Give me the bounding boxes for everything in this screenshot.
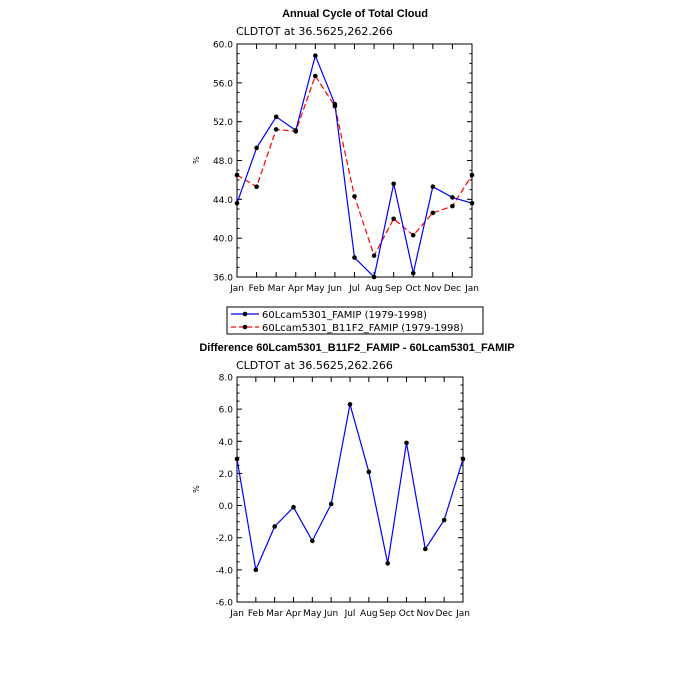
chart2-subtitle: CLDTOT at 36.5625,262.266: [236, 359, 393, 372]
chart2-series-1-point: [272, 524, 277, 529]
chart1-xtick-label: Jun: [327, 284, 342, 294]
legend-label-red: 60Lcam5301_B11F2_FAMIP (1979-1998): [262, 323, 464, 334]
chart1-series-1-point: [273, 114, 279, 120]
chart1-xtick-label: Apr: [288, 284, 304, 294]
chart1-series-1-point: [352, 255, 357, 260]
chart2-series-1-point: [253, 567, 259, 573]
chart1-xtick-label: Jan: [464, 284, 479, 294]
chart1-series-2-point: [313, 73, 318, 79]
chart1-ytick-label: 40.0: [213, 235, 233, 245]
chart2-series-1-point: [291, 504, 296, 510]
chart1-series-2-point: [273, 127, 279, 132]
chart2-xtick-label: Apr: [286, 609, 302, 619]
chart2-series-1-point: [441, 517, 447, 523]
chart2-ytick-label: 6.0: [219, 406, 234, 416]
chart1-series-1-point: [234, 200, 240, 206]
chart1-ytick-label: 48.0: [213, 157, 233, 167]
chart2-xtick-label: Jan: [229, 609, 244, 619]
chart2-ytick-label: 0.0: [219, 502, 234, 512]
chart1-subtitle: CLDTOT at 36.5625,262.266: [236, 25, 393, 38]
legend-marker-red: [242, 324, 248, 330]
chart2-ytick-label: 8.0: [219, 374, 234, 384]
chart1-series-2-point: [430, 210, 436, 216]
chart2-xtick-label: Sep: [379, 609, 396, 619]
chart1-series-2-point: [450, 203, 455, 209]
chart2-xtick-label: Jul: [344, 609, 356, 619]
chart2-series-1-point: [404, 440, 409, 446]
chart2-xtick-label: Dec: [435, 609, 452, 619]
chart1-xtick-label: May: [306, 284, 325, 294]
chart1-ylabel: %: [192, 156, 201, 164]
chart1-plot-frame: [236, 43, 473, 278]
chart2-ytick-label: 2.0: [219, 470, 234, 480]
chart1-xtick-label: Sep: [385, 284, 402, 294]
chart1-xtick-label: Jan: [229, 284, 244, 294]
chart2-title: Difference 60Lcam5301_B11F2_FAMIP - 60Lc…: [199, 342, 514, 354]
legend-label-blue: 60Lcam5301_FAMIP (1979-1998): [262, 310, 427, 321]
chart1-series-1-point: [450, 195, 455, 200]
chart2-xtick-label: Jun: [323, 609, 338, 619]
chart1-xtick-label: Dec: [444, 284, 461, 294]
chart1-series-2-point: [410, 232, 416, 238]
chart1-series-2-point: [332, 103, 338, 109]
chart2-xtick-label: Oct: [399, 609, 415, 619]
chart1-xtick-label: Aug: [365, 284, 383, 294]
chart2-series-1-point: [460, 456, 466, 462]
chart2-ytick-label: 4.0: [219, 438, 234, 448]
chart2-xtick-label: Feb: [248, 609, 264, 619]
chart1-xtick-label: Jul: [348, 284, 360, 294]
chart1-series-2-point: [469, 172, 475, 178]
chart2-ytick-label: -2.0: [215, 534, 233, 544]
chart1-series-1-point: [430, 184, 436, 190]
chart1-xtick-label: Feb: [249, 284, 265, 294]
chart1-series-1-point: [469, 200, 475, 206]
chart2-ytick-label: -6.0: [215, 599, 233, 609]
chart1-series-1-point: [254, 145, 259, 151]
chart1-series-1-point: [391, 181, 396, 187]
chart2-series-1-point: [347, 402, 353, 407]
chart2-series-1-point: [385, 561, 390, 566]
chart2-series-1-point: [423, 546, 428, 552]
chart1-series-2-point: [254, 184, 259, 190]
chart1-series-2-point: [391, 216, 396, 222]
chart2-xtick-label: Nov: [417, 609, 435, 619]
chart2-xtick-label: May: [303, 609, 322, 619]
chart2-series-1-point: [310, 538, 315, 544]
chart1-ytick-label: 56.0: [213, 79, 233, 89]
chart2-series-1-point: [366, 469, 372, 475]
chart1-series-1-point: [371, 274, 377, 280]
chart1-ytick-label: 52.0: [213, 118, 233, 128]
chart1-series-2-point: [352, 194, 357, 199]
chart2-series-1-point: [328, 501, 334, 507]
chart1-xtick-label: Nov: [424, 284, 442, 294]
chart1-series-2-point: [293, 129, 299, 134]
chart2-ytick-label: -4.0: [215, 566, 233, 576]
chart1-ytick-label: 36.0: [213, 274, 233, 284]
chart1-series-1-point: [313, 53, 318, 58]
chart2-series-1-line: [236, 404, 464, 572]
chart2-xtick-label: Aug: [360, 609, 378, 619]
chart1-legend: 60Lcam5301_FAMIP (1979-1998) 60Lcam5301_…: [226, 306, 484, 335]
chart1-series-2-line: [236, 74, 473, 258]
legend-box: [226, 306, 484, 335]
chart2-xtick-label: Jan: [455, 609, 470, 619]
chart2-ylabel: %: [192, 485, 201, 493]
chart2-xtick-label: Mar: [266, 609, 283, 619]
chart1-series-1-line: [236, 53, 473, 279]
chart2-plot-frame: [236, 376, 464, 603]
chart2-series-1-point: [234, 456, 240, 462]
chart1-title: Annual Cycle of Total Cloud: [282, 8, 428, 20]
chart1-xtick-label: Mar: [268, 284, 285, 294]
legend-marker-blue: [242, 311, 248, 317]
chart1-series-1-point: [410, 270, 416, 276]
chart1-ytick-label: 44.0: [213, 196, 233, 206]
chart1-xtick-label: Oct: [405, 284, 421, 294]
chart1-series-2-point: [234, 172, 240, 178]
chart1-series-2-point: [371, 253, 377, 258]
chart1-ytick-label: 60.0: [213, 41, 233, 51]
